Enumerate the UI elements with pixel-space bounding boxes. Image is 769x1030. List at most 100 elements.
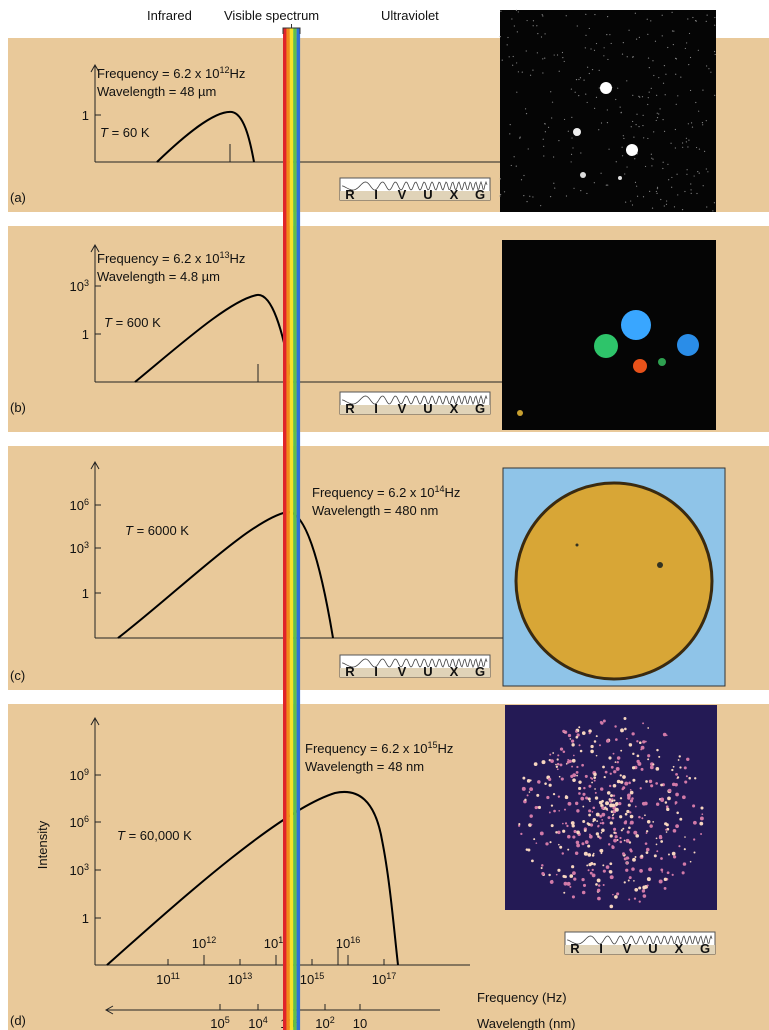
speck (611, 766, 614, 769)
frequency-text-part: 13 (220, 250, 230, 260)
speck (664, 887, 667, 890)
speck (526, 113, 527, 114)
speck (675, 801, 678, 804)
speck (589, 73, 590, 74)
speck (607, 109, 608, 110)
band-letter: U (423, 187, 432, 202)
speck (630, 791, 634, 795)
x-tick-label-part: 12 (206, 935, 216, 945)
speck (656, 191, 657, 192)
speck (544, 33, 545, 34)
speck (694, 175, 695, 176)
speck (635, 834, 639, 838)
speck (625, 820, 628, 823)
speck (674, 783, 677, 786)
speck (632, 766, 635, 769)
speck (585, 840, 589, 844)
wavelength-text: Wavelength = 4.8 µm (97, 269, 220, 284)
speck (601, 832, 603, 834)
speck (602, 864, 604, 866)
speck (642, 885, 646, 889)
speck (622, 786, 625, 789)
speck (635, 13, 636, 14)
speck (633, 880, 635, 882)
speck (655, 782, 658, 785)
speck (642, 722, 644, 724)
speck (642, 125, 643, 126)
speck (568, 734, 571, 737)
speck (653, 131, 654, 132)
speck (572, 759, 576, 763)
band-letter: U (423, 664, 432, 679)
speck (510, 124, 511, 125)
speck (588, 823, 591, 826)
speck (712, 210, 713, 211)
speck (629, 811, 631, 813)
wavelength-tick-label-part: 10 (210, 1016, 224, 1030)
speck (557, 869, 560, 872)
speck (662, 35, 663, 36)
speck (588, 797, 591, 800)
speck (582, 806, 584, 808)
speck (557, 54, 558, 55)
speck (564, 61, 565, 62)
speck (656, 95, 657, 96)
speck (690, 90, 691, 91)
speck (593, 853, 595, 855)
speck (647, 19, 648, 20)
band-letter: I (374, 187, 378, 202)
speck (597, 835, 600, 838)
speck (590, 48, 591, 49)
speck (663, 83, 664, 84)
wavelength-tick-label-part: 4 (263, 1015, 268, 1025)
speck (554, 187, 555, 188)
speck (652, 208, 653, 209)
speck (551, 804, 553, 806)
speck (604, 776, 606, 778)
speck (657, 113, 658, 114)
speck (686, 141, 687, 142)
source (621, 310, 651, 340)
speck (699, 148, 700, 149)
speck (560, 763, 563, 766)
band-letter: I (374, 401, 378, 416)
speck (613, 795, 615, 797)
speck (626, 738, 628, 740)
speck (572, 895, 575, 898)
speck (559, 846, 562, 849)
speck (614, 725, 616, 727)
speck (623, 717, 626, 720)
y-tick-label: 1 (82, 586, 89, 601)
speck (607, 791, 611, 795)
speck (583, 80, 584, 81)
speck (675, 74, 676, 75)
speck (610, 773, 612, 775)
speck (673, 829, 677, 833)
speck (611, 811, 613, 813)
y-tick-label-part: 9 (84, 767, 89, 777)
speck (596, 813, 600, 817)
speck (613, 831, 615, 833)
wavelength-tick-label-part: 5 (225, 1015, 230, 1025)
band-letter: U (423, 401, 432, 416)
speck (636, 186, 637, 187)
speck (630, 789, 632, 791)
speck (682, 142, 683, 143)
speck (609, 870, 612, 873)
speck (619, 837, 621, 839)
speck (615, 761, 617, 763)
speck (565, 822, 567, 824)
speck (615, 808, 619, 812)
speck (572, 778, 576, 782)
speck (636, 114, 637, 115)
speck (533, 25, 534, 26)
speck (573, 878, 576, 881)
speck (525, 108, 526, 109)
speck (634, 888, 638, 892)
speck (518, 71, 519, 72)
speck (629, 743, 632, 746)
speck (549, 754, 551, 756)
speck (596, 43, 597, 44)
speck (581, 764, 584, 767)
speck (599, 87, 600, 88)
